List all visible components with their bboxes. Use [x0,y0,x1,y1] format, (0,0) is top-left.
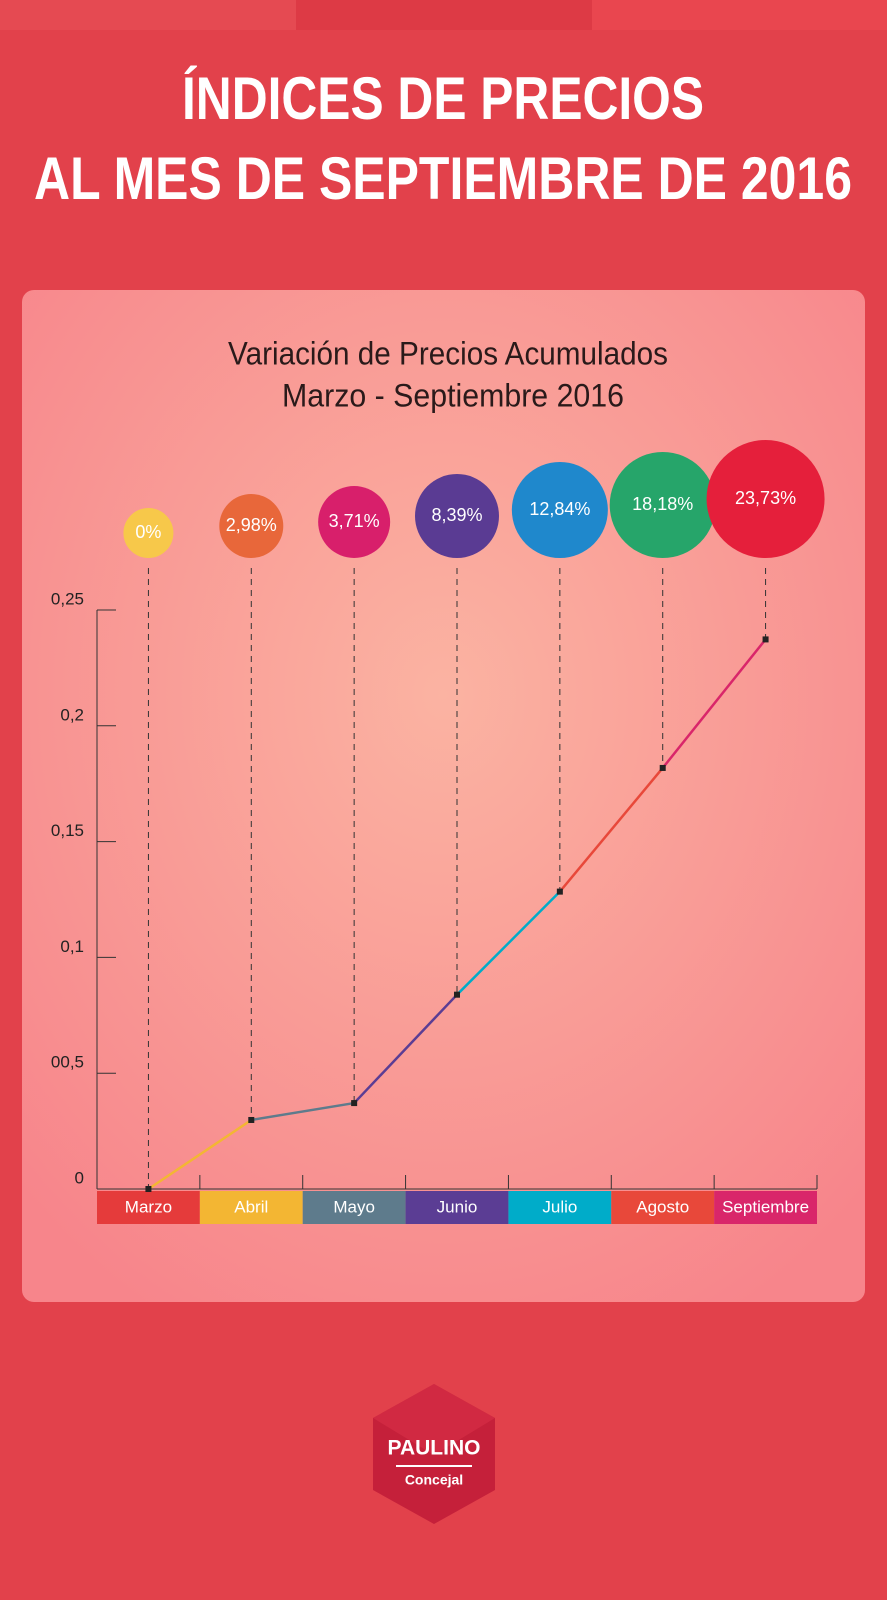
data-point [248,1116,255,1123]
value-label: 0% [135,522,161,542]
line-segment [661,638,767,769]
top-stripe [296,0,592,30]
data-point [454,991,460,998]
x-tick-label: Agosto [636,1197,689,1216]
x-tick-label: Mayo [333,1197,375,1216]
x-tick-label: Marzo [125,1197,172,1216]
category-box [302,1191,406,1224]
x-tick-label: Septiembre [722,1197,809,1216]
x-tick-label: Junio [437,1197,478,1216]
category-box [508,1191,612,1224]
line-segment [147,1118,252,1191]
value-label: 23,73% [735,488,796,508]
category-box [611,1191,715,1224]
data-point [145,1186,152,1192]
data-point [762,636,769,643]
logo-name: PAULINO [388,1437,481,1460]
page-title: AL MES DE SEPTIEMBRE DE 2016 [34,145,852,212]
value-bubble [609,452,716,558]
value-label: 8,39% [431,505,482,525]
value-bubble [706,440,825,558]
value-bubble [219,494,284,558]
y-tick-label: 0,1 [60,937,84,956]
top-stripe [0,0,296,30]
top-stripe [592,0,887,30]
value-label: 18,18% [632,494,693,514]
y-tick-label: 0,15 [51,821,84,840]
chart-title: Variación de Precios Acumulados [228,335,668,371]
line-segment [353,993,458,1104]
y-tick-label: 0,25 [51,589,84,608]
value-label: 2,98% [226,515,277,535]
category-box [199,1191,303,1224]
value-label: 12,84% [529,499,590,519]
chart-card [22,290,865,1302]
value-label: 3,71% [329,511,380,531]
data-point [659,764,666,771]
value-bubble [318,486,391,558]
category-box [405,1191,509,1224]
y-tick-label: 0 [75,1168,84,1187]
category-box [97,1191,200,1224]
x-tick-label: Julio [542,1197,577,1216]
value-bubble [415,474,499,558]
x-tick-label: Abril [234,1197,268,1216]
y-tick-label: 00,5 [51,1053,84,1072]
data-point [556,888,563,895]
chart-subtitle: Marzo - Septiembre 2016 [282,377,624,413]
category-box [714,1191,817,1224]
logo-facet [373,1384,495,1455]
page-title: ÍNDICES DE PRECIOS [182,65,704,132]
y-tick-label: 0,2 [60,705,84,724]
line-segment [558,767,664,893]
logo-role: Concejal [405,1472,463,1488]
data-point [351,1100,358,1107]
value-bubble [511,462,608,558]
line-segment [251,1101,355,1122]
value-bubble [123,508,174,558]
plot: 0 00,5 0,1 0,15 0,2 0,25 Marzo 0% Abril 2,98% Mayo… [51,440,825,1224]
line-segment [456,890,561,996]
